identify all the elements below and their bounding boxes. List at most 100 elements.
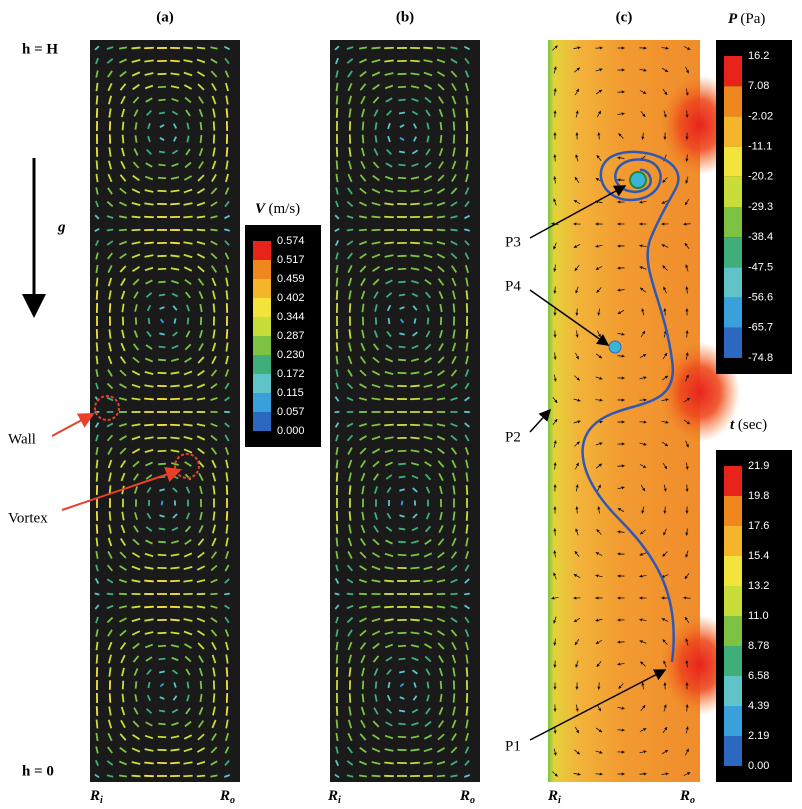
vector <box>384 203 393 204</box>
annotation: Wall <box>8 431 36 447</box>
vector <box>226 706 227 715</box>
vector <box>132 48 141 49</box>
vector <box>132 217 141 218</box>
vector <box>132 398 141 399</box>
colorbar-swatch <box>724 147 742 177</box>
colorbar-swatch <box>724 267 742 297</box>
vector <box>467 329 468 339</box>
vector <box>337 342 338 351</box>
vector <box>399 151 405 152</box>
colorbar-label: -29.3 <box>748 201 773 213</box>
colorbar-label: -38.4 <box>748 231 773 243</box>
vector <box>596 48 603 49</box>
vector <box>388 682 389 688</box>
colorbar-swatch <box>724 56 742 86</box>
vector <box>437 230 445 231</box>
vector <box>214 693 215 702</box>
vector <box>337 654 338 663</box>
vector <box>201 122 202 130</box>
vector <box>410 255 419 256</box>
colorbar-label: 21.9 <box>748 460 769 472</box>
vector <box>640 422 647 423</box>
vector <box>119 230 127 231</box>
vector <box>399 295 405 296</box>
vector <box>375 135 376 142</box>
colorbar-label: 0.574 <box>277 235 305 247</box>
vector <box>122 694 123 703</box>
vector <box>97 95 98 104</box>
vector <box>454 121 455 130</box>
vector <box>389 318 390 324</box>
vector <box>359 776 367 777</box>
vector <box>336 83 337 91</box>
colorbar-swatch <box>253 374 271 393</box>
particle-p4 <box>609 341 621 353</box>
vector <box>159 711 165 712</box>
vector <box>350 693 351 702</box>
vector <box>337 472 338 481</box>
colorbar-label: 6.58 <box>748 670 769 682</box>
vector <box>197 47 205 48</box>
vector <box>170 438 179 439</box>
vector <box>372 776 381 777</box>
colorbar-label: 7.08 <box>748 80 769 92</box>
vector <box>109 329 110 338</box>
colorbar-swatch <box>724 646 742 676</box>
vector <box>372 606 381 607</box>
colorbar-title: P (Pa) <box>728 11 765 27</box>
colorbar-swatch <box>253 355 271 374</box>
vector <box>384 399 394 400</box>
vector <box>335 412 340 413</box>
vector <box>213 512 214 521</box>
vector <box>144 60 153 61</box>
colorbar-swatch <box>724 616 742 646</box>
vector <box>170 620 179 621</box>
vector <box>170 567 179 568</box>
vector <box>227 667 228 677</box>
panel-b-bg <box>330 40 480 782</box>
vector <box>188 682 189 689</box>
vector <box>159 671 165 672</box>
vector <box>375 122 376 129</box>
vector <box>162 501 163 505</box>
vector <box>214 121 215 130</box>
vector <box>467 511 468 521</box>
vector <box>363 122 364 131</box>
colorbar-label: 4.39 <box>748 700 769 712</box>
colorbar-label: -56.6 <box>748 292 773 304</box>
vector <box>336 642 337 650</box>
vector <box>410 567 419 568</box>
vector <box>363 135 364 144</box>
colorbar-swatch <box>724 676 742 706</box>
radius-outer: Ro <box>219 788 235 806</box>
vector <box>398 87 406 88</box>
colorbar-label: 16.2 <box>748 50 769 62</box>
vector <box>410 243 420 244</box>
vector <box>454 134 455 143</box>
vector <box>337 538 338 547</box>
vector <box>123 135 124 144</box>
colorbar-label: 0.459 <box>277 273 305 285</box>
vector <box>210 230 217 231</box>
annotation: P4 <box>505 278 521 294</box>
vector <box>428 318 429 325</box>
vector <box>372 217 381 218</box>
vector <box>359 47 367 48</box>
colorbar-label: 15.4 <box>748 550 769 562</box>
vector <box>336 733 337 741</box>
vector <box>97 720 98 729</box>
vector <box>350 485 351 494</box>
radius-inner: Ri <box>89 788 103 806</box>
colorbar-label: 0.115 <box>277 387 304 399</box>
vector <box>423 217 432 218</box>
colorbar-swatch <box>724 526 742 556</box>
vector <box>336 356 337 364</box>
vector <box>159 333 164 334</box>
height-top: h = H <box>22 41 58 57</box>
vector <box>197 216 205 217</box>
gravity-label: g <box>57 219 66 235</box>
vector <box>97 538 98 547</box>
vector <box>618 730 625 731</box>
vector <box>214 134 215 143</box>
vector <box>170 243 180 244</box>
